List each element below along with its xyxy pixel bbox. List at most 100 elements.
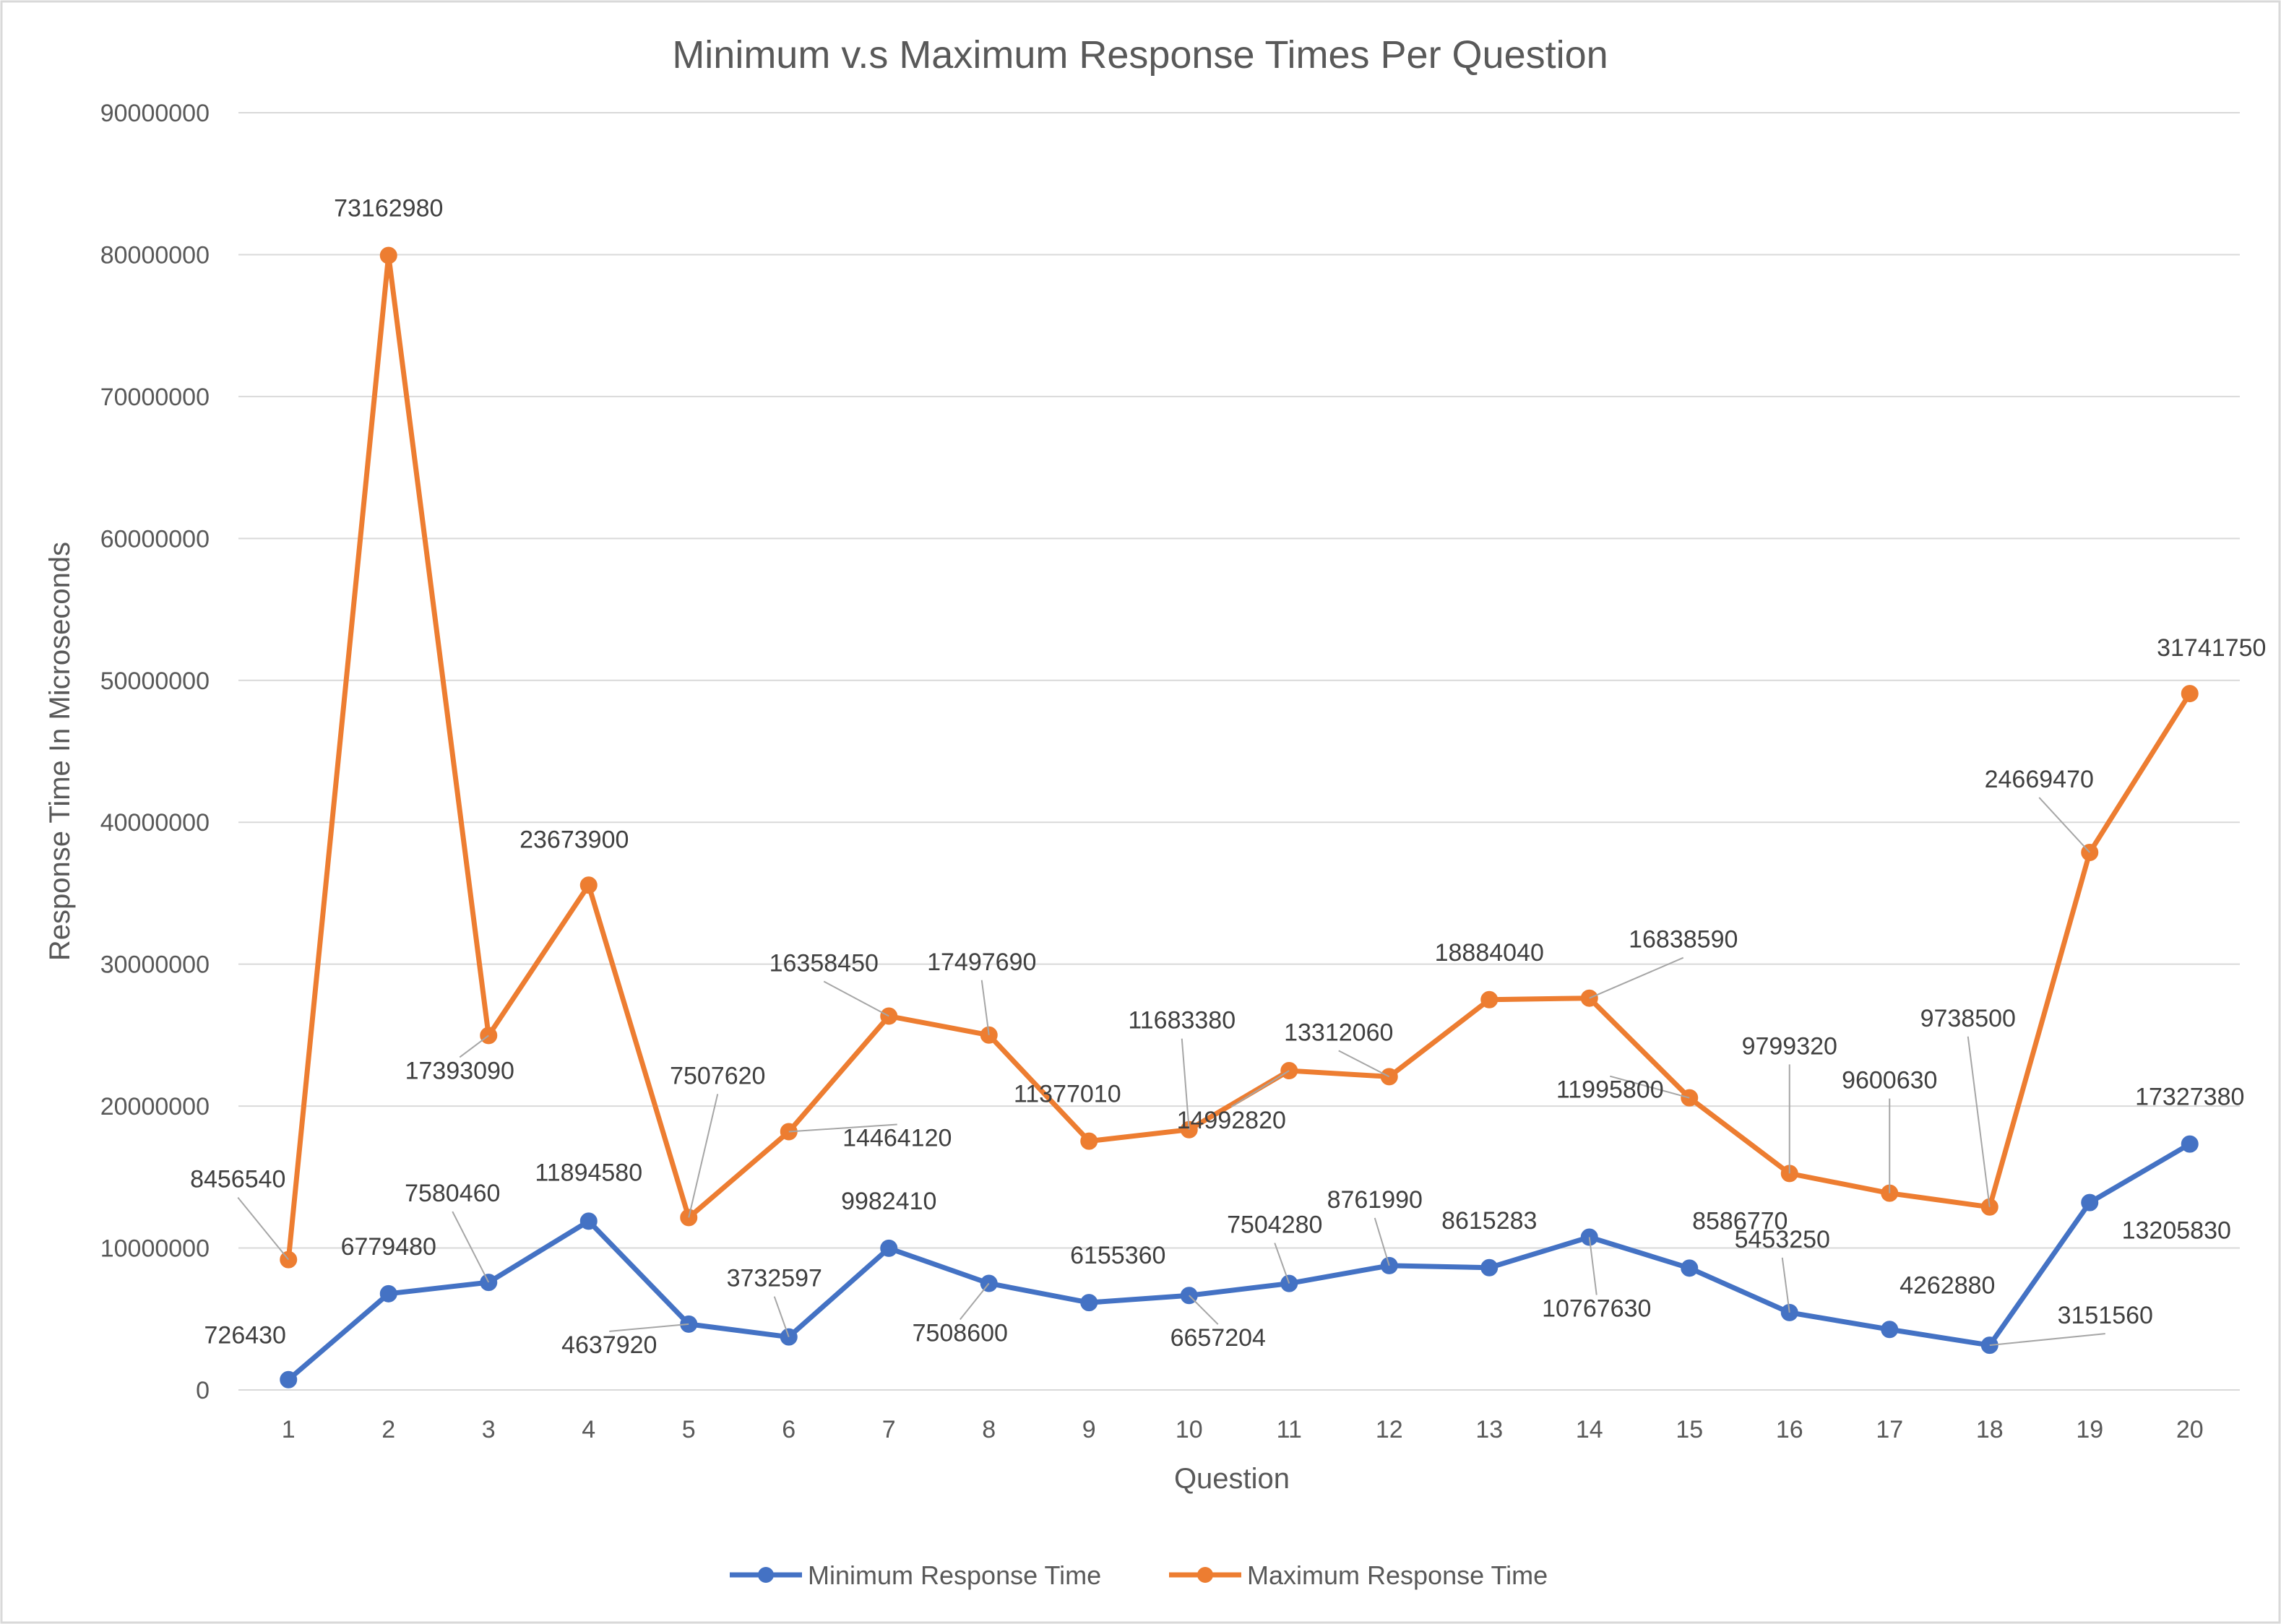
label-leader — [2038, 797, 2090, 853]
data-point — [1480, 990, 1499, 1008]
label-leader — [1189, 1295, 1219, 1325]
label-leader — [1338, 1050, 1390, 1078]
x-tick-label: 2 — [381, 1416, 395, 1443]
x-tick-label: 13 — [1475, 1416, 1503, 1443]
label-leader — [1181, 1038, 1190, 1130]
data-label: 4262880 — [1900, 1271, 1995, 1299]
data-label: 11683380 — [1128, 1007, 1236, 1035]
x-axis-title: Question — [1174, 1463, 1290, 1495]
data-label: 14464120 — [842, 1125, 952, 1152]
x-tick-label: 18 — [1976, 1416, 2004, 1443]
data-label: 7504280 — [1227, 1211, 1322, 1239]
label-leader — [1989, 1333, 2105, 1347]
x-tick-label: 7 — [882, 1416, 896, 1443]
data-label: 13312060 — [1284, 1019, 1393, 1046]
label-leader — [237, 1196, 290, 1261]
data-point — [1881, 1321, 1899, 1339]
data-point — [579, 876, 598, 894]
y-tick-label: 60000000 — [100, 525, 210, 553]
data-label: 73162980 — [334, 195, 443, 223]
data-label: 8456540 — [190, 1166, 285, 1193]
label-leader — [1230, 1070, 1290, 1107]
legend-swatch-marker — [1197, 1567, 1213, 1583]
y-tick-label: 10000000 — [100, 1235, 210, 1263]
legend: Minimum Response Time Maximum Response Ti… — [730, 1560, 1548, 1590]
data-point — [1080, 1132, 1098, 1150]
data-label: 9799320 — [1742, 1032, 1837, 1060]
data-label: 9600630 — [1842, 1067, 1937, 1094]
x-tick-label: 6 — [782, 1416, 795, 1443]
y-tick-label: 30000000 — [100, 951, 210, 979]
data-label: 9738500 — [1920, 1005, 2016, 1032]
data-point — [1080, 1294, 1098, 1312]
data-label: 5453250 — [1735, 1226, 1830, 1253]
y-tick-label: 20000000 — [100, 1093, 210, 1120]
data-label: 24669470 — [1985, 766, 2094, 793]
data-point — [379, 1284, 397, 1303]
y-tick-label: 40000000 — [100, 809, 210, 837]
data-label: 4637920 — [561, 1331, 657, 1359]
x-tick-label: 9 — [1082, 1416, 1096, 1443]
x-tick-label: 3 — [482, 1416, 496, 1443]
series-lines — [280, 246, 2199, 1388]
label-leader — [688, 1094, 719, 1218]
label-leader — [452, 1211, 490, 1283]
label-leader — [959, 1282, 990, 1321]
data-label: 8615283 — [1441, 1207, 1537, 1235]
data-label: 6155360 — [1070, 1242, 1165, 1269]
data-point — [579, 1212, 598, 1230]
data-label: 11377010 — [1014, 1081, 1121, 1108]
data-label: 3151560 — [2058, 1302, 2153, 1329]
y-tick-label: 0 — [196, 1377, 210, 1404]
x-tick-label: 14 — [1576, 1416, 1603, 1443]
data-label: 8586770 — [1692, 1207, 1788, 1235]
data-label: 14992820 — [1177, 1107, 1286, 1134]
x-tick-label: 20 — [2176, 1416, 2204, 1443]
label-leader — [1374, 1217, 1390, 1266]
label-leader — [609, 1323, 689, 1332]
label-leader-lines — [237, 797, 2105, 1347]
label-leader — [1588, 1237, 1597, 1295]
x-tick-label: 17 — [1876, 1416, 1903, 1443]
data-label: 16838590 — [1629, 926, 1738, 954]
data-point — [379, 246, 397, 264]
label-leader — [1781, 1257, 1790, 1313]
series-line — [285, 253, 2192, 1260]
series-line — [286, 1141, 2191, 1382]
data-label: 9982410 — [841, 1188, 936, 1215]
chart-title: Minimum v.s Maximum Response Times Per Q… — [672, 33, 1608, 77]
data-point — [280, 1370, 298, 1388]
x-tick-label: 10 — [1176, 1416, 1203, 1443]
x-tick-label: 12 — [1376, 1416, 1403, 1443]
x-tick-label: 5 — [682, 1416, 696, 1443]
x-tick-label: 4 — [582, 1416, 595, 1443]
y-tick-label: 50000000 — [100, 668, 210, 695]
label-leader — [823, 980, 889, 1017]
label-leader — [788, 1123, 897, 1133]
data-point — [880, 1239, 898, 1257]
x-tick-label: 8 — [982, 1416, 996, 1443]
data-label: 13205830 — [2122, 1217, 2231, 1245]
label-leader — [1589, 956, 1684, 999]
data-label: 17393090 — [405, 1057, 514, 1084]
data-label: 8761990 — [1327, 1186, 1423, 1214]
data-point — [2181, 1135, 2199, 1153]
data-label: 31741750 — [2157, 634, 2266, 662]
y-tick-label: 70000000 — [100, 384, 210, 411]
x-tick-label: 16 — [1776, 1416, 1803, 1443]
legend-entry-label: Maximum Response Time — [1247, 1560, 1548, 1590]
data-label: 6657204 — [1170, 1324, 1266, 1352]
y-axis-ticks: 0 10000000 20000000 30000000 40000000 5000000… — [100, 100, 210, 1404]
data-label: 7508600 — [913, 1319, 1008, 1347]
data-label: 11894580 — [535, 1159, 642, 1186]
data-label: 17327380 — [2135, 1084, 2244, 1111]
label-leader — [980, 980, 990, 1035]
label-leader — [1609, 1075, 1690, 1099]
label-leader — [1274, 1243, 1290, 1284]
x-tick-label: 19 — [2076, 1416, 2103, 1443]
data-point — [1480, 1258, 1499, 1277]
data-label: 16358450 — [769, 950, 879, 977]
